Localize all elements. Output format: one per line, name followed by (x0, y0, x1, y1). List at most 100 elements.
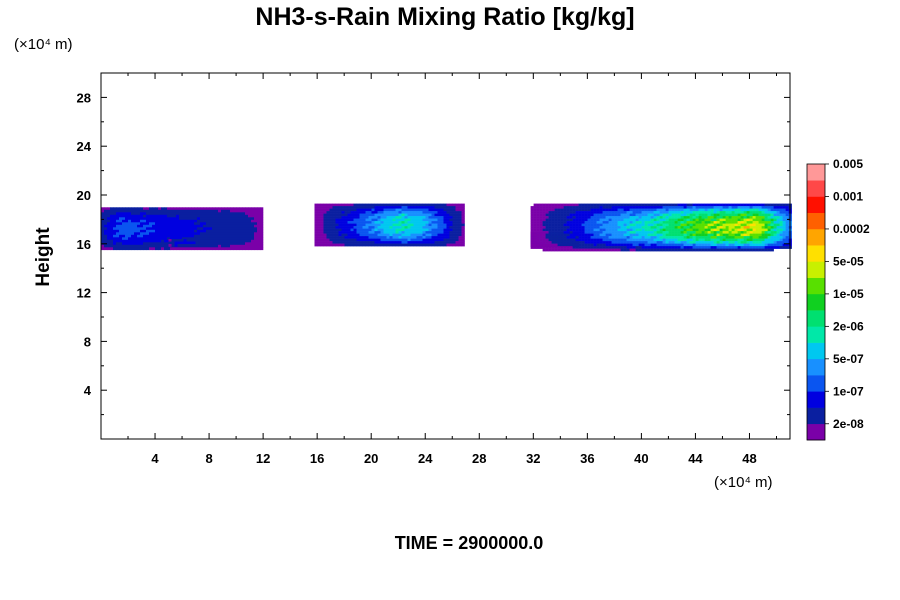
heatmap-cell (392, 203, 396, 207)
heatmap-cell (200, 247, 204, 251)
heatmap-cell (608, 233, 612, 237)
heatmap-cell (773, 216, 777, 219)
heatmap-cell (419, 226, 423, 229)
heatmap-cell (593, 216, 597, 219)
heatmap-cell (209, 239, 213, 243)
heatmap-cell (143, 207, 147, 211)
heatmap-cell (314, 243, 318, 247)
heatmap-cell (446, 231, 450, 234)
heatmap-cell (692, 246, 696, 249)
heatmap-cell (716, 248, 720, 252)
heatmap-cell (368, 241, 372, 244)
heatmap-cell (725, 246, 729, 249)
heatmap-cell (551, 226, 555, 229)
heatmap-cell (671, 221, 675, 224)
heatmap-cell (593, 211, 597, 214)
heatmap-cell (404, 208, 408, 212)
heatmap-cell (548, 211, 552, 214)
heatmap-cell (551, 218, 555, 222)
heatmap-cell (638, 233, 642, 237)
heatmap-cell (689, 211, 693, 214)
heatmap-cell (332, 216, 336, 219)
heatmap-cell (587, 248, 591, 252)
heatmap-cell (434, 241, 438, 244)
heatmap-cell (536, 233, 540, 237)
heatmap-cell (749, 246, 753, 249)
heatmap-cell (323, 213, 327, 217)
heatmap-cell (692, 213, 696, 217)
heatmap-cell (458, 238, 462, 242)
heatmap-cell (605, 233, 609, 237)
heatmap-cell (326, 228, 330, 232)
heatmap-cell (569, 203, 573, 207)
heatmap-cell (731, 226, 735, 229)
heatmap-cell (341, 203, 345, 207)
heatmap-cell (542, 208, 546, 212)
heatmap-cell (773, 238, 777, 242)
heatmap-cell (716, 226, 720, 229)
heatmap-cell (189, 244, 193, 247)
heatmap-cell (647, 206, 651, 209)
heatmap-cell (431, 211, 435, 214)
heatmap-cell (344, 228, 348, 232)
heatmap-cell (395, 206, 399, 209)
heatmap-cell (179, 227, 183, 231)
heatmap-cell (563, 246, 567, 249)
heatmap-cell (752, 226, 756, 229)
heatmap-cell (140, 242, 144, 246)
heatmap-cell (617, 221, 621, 224)
heatmap-cell (248, 229, 252, 233)
heatmap-cell (596, 236, 600, 239)
heatmap-cell (683, 221, 687, 224)
heatmap-cell (641, 228, 645, 232)
heatmap-cell (599, 233, 603, 237)
heatmap-cell (719, 213, 723, 217)
heatmap-cell (545, 248, 549, 252)
heatmap-cell (587, 238, 591, 242)
heatmap-cell (590, 216, 594, 219)
heatmap-cell (119, 227, 123, 231)
heatmap-cell (365, 236, 369, 239)
heatmap-cell (692, 243, 696, 247)
heatmap-cell (158, 219, 162, 223)
heatmap-cell (569, 218, 573, 222)
heatmap-cell (656, 236, 660, 239)
heatmap-cell (530, 218, 534, 222)
heatmap-cell (737, 208, 741, 212)
heatmap-cell (698, 243, 702, 247)
heatmap-cell (185, 219, 189, 223)
heatmap-cell (155, 209, 159, 213)
heatmap-cell (779, 216, 783, 219)
heatmap-cell (428, 213, 432, 217)
heatmap-cell (413, 221, 417, 224)
heatmap-cell (377, 231, 381, 234)
heatmap-cell (410, 211, 414, 214)
heatmap-cell (626, 248, 630, 252)
heatmap-cell (368, 228, 372, 232)
heatmap-cell (239, 207, 243, 211)
heatmap-cell (761, 221, 765, 224)
heatmap-cell (533, 211, 537, 214)
heatmap-cell (203, 232, 207, 236)
heatmap-cell (551, 243, 555, 247)
heatmap-cell (461, 241, 465, 244)
heatmap-cell (617, 226, 621, 229)
heatmap-cell (353, 238, 357, 242)
heatmap-cell (701, 228, 705, 232)
heatmap-cell (698, 228, 702, 232)
heatmap-cell (593, 243, 597, 247)
heatmap-cell (371, 208, 375, 212)
heatmap-cell (689, 208, 693, 212)
heatmap-cell (173, 247, 177, 251)
heatmap-cell (194, 222, 198, 226)
heatmap-cell (605, 226, 609, 229)
heatmap-cell (743, 216, 747, 219)
heatmap-cell (608, 206, 612, 209)
heatmap-cell (599, 203, 603, 207)
heatmap-cell (143, 227, 147, 231)
heatmap-cell (743, 211, 747, 214)
heatmap-cell (170, 237, 174, 241)
heatmap-cell (371, 211, 375, 214)
heatmap-cell (704, 248, 708, 252)
heatmap-cell (329, 228, 333, 232)
